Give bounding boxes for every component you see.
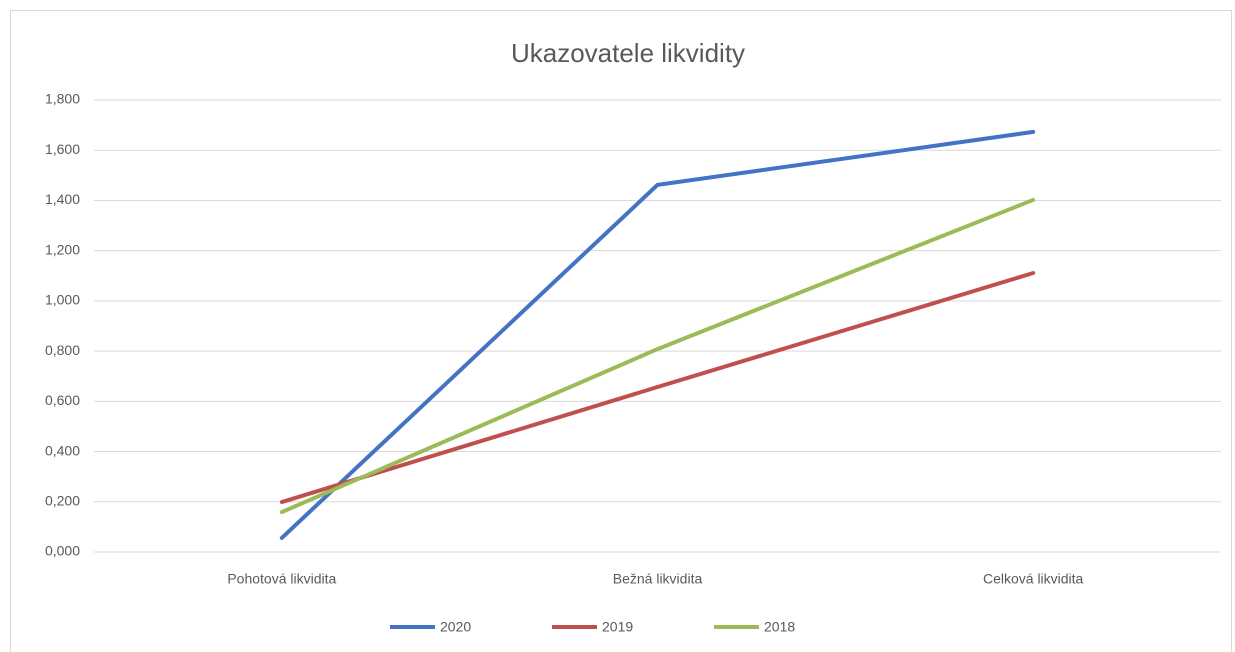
y-tick-label: 0,200 bbox=[45, 492, 80, 508]
legend-label: 2019 bbox=[602, 619, 633, 635]
y-tick-label: 1,800 bbox=[45, 91, 80, 107]
x-tick-label: Pohotová likvidita bbox=[227, 571, 336, 587]
legend-label: 2018 bbox=[764, 619, 795, 635]
y-tick-label: 1,200 bbox=[45, 241, 80, 257]
chart-title: Ukazovatele likvidity bbox=[511, 38, 745, 68]
y-tick-label: 1,400 bbox=[45, 191, 80, 207]
chart-frame bbox=[10, 10, 1232, 652]
series-line bbox=[279, 129, 1036, 540]
series-line bbox=[279, 197, 1036, 515]
x-tick-label: Celková likvidita bbox=[983, 571, 1084, 587]
y-tick-label: 1,600 bbox=[45, 141, 80, 157]
y-tick-label: 0,000 bbox=[45, 543, 80, 559]
y-tick-label: 0,800 bbox=[45, 342, 80, 358]
series-line bbox=[279, 271, 1036, 505]
y-tick-label: 0,400 bbox=[45, 442, 80, 458]
x-tick-label: Bežná likvidita bbox=[613, 571, 703, 587]
legend-label: 2020 bbox=[440, 619, 471, 635]
y-tick-label: 0,600 bbox=[45, 392, 80, 408]
y-tick-label: 1,000 bbox=[45, 292, 80, 308]
